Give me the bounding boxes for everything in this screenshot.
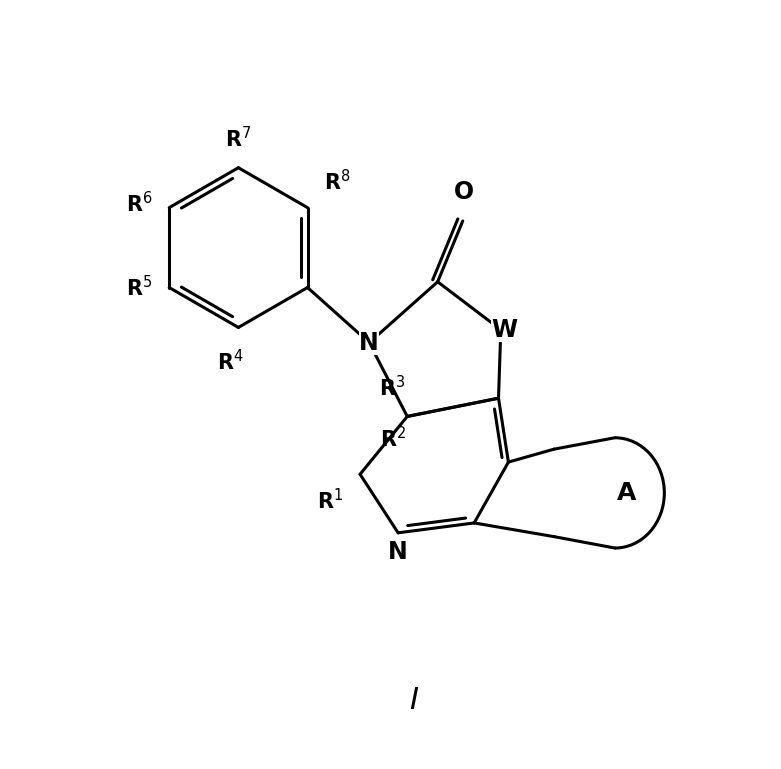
Text: R$^8$: R$^8$ (324, 168, 351, 194)
Text: R$^3$: R$^3$ (380, 375, 405, 400)
Text: W: W (491, 318, 518, 341)
Text: I: I (408, 686, 418, 714)
Text: O: O (455, 180, 474, 205)
Text: N: N (359, 331, 379, 355)
Text: N: N (388, 541, 408, 564)
Text: R$^4$: R$^4$ (217, 349, 244, 374)
Text: R$^2$: R$^2$ (380, 425, 405, 451)
Text: R$^7$: R$^7$ (225, 126, 251, 151)
Text: A: A (617, 481, 636, 505)
Text: R$^1$: R$^1$ (317, 488, 344, 513)
Text: R$^6$: R$^6$ (126, 191, 152, 216)
Text: R$^5$: R$^5$ (127, 275, 152, 300)
